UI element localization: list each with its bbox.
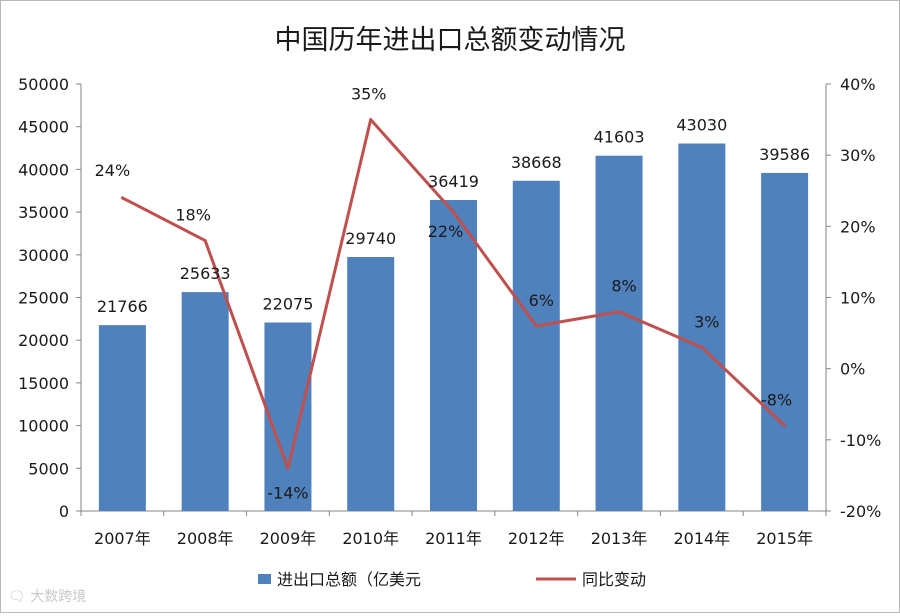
- line-point: [700, 345, 704, 349]
- line-point: [452, 210, 455, 214]
- bar-data-label: 39586: [759, 145, 810, 164]
- bar: [761, 172, 809, 512]
- bar-data-label: 29740: [345, 229, 396, 248]
- watermark-text: 大数跨境: [30, 589, 87, 605]
- y-right-tick-label: 0%: [840, 360, 865, 379]
- data-labels: 21766 25633 22075 29740 36419 38668 41603 43030…: [95, 85, 810, 503]
- bar-data-label: 41603: [594, 128, 645, 147]
- bar-data-label: 43030: [676, 116, 727, 135]
- y-right-tick-label: 20%: [840, 217, 876, 236]
- legend-label-line: 同比变动: [582, 570, 646, 589]
- bar: [347, 257, 395, 511]
- line-data-label: -14%: [267, 483, 308, 502]
- y-left-tick-label: 50000: [18, 75, 69, 94]
- bar-data-label: 21766: [97, 297, 148, 316]
- line-data-label: 3%: [694, 312, 719, 331]
- bar: [678, 143, 726, 511]
- line-data-label: 6%: [529, 291, 554, 310]
- x-tick-label: 2011年: [425, 529, 482, 548]
- y-left-tick-label: 20000: [18, 331, 69, 350]
- line-data-label: 8%: [611, 277, 636, 296]
- chart-axes: 0 5000 10000 15000 20000 25000 30000 35000 40000…: [18, 75, 881, 548]
- line-point: [783, 424, 787, 428]
- x-tick-label: 2008年: [177, 529, 234, 548]
- x-tick-label: 2007年: [94, 529, 151, 548]
- legend-label-bars: 进出口总额（亿美元: [277, 570, 421, 589]
- bar: [264, 322, 312, 511]
- line-series: [120, 118, 787, 470]
- line-data-label: 18%: [175, 206, 211, 225]
- legend: 进出口总额（亿美元 同比变动: [258, 570, 646, 589]
- line-point: [203, 239, 207, 243]
- y-right-tick-label: 30%: [840, 146, 876, 165]
- bar-data-label: 22075: [262, 294, 313, 313]
- chart-title: 中国历年进出口总额变动情况: [275, 25, 626, 56]
- x-tick-label: 2014年: [673, 529, 730, 548]
- line-point: [120, 196, 124, 200]
- bar-data-label: 25633: [180, 264, 231, 283]
- line-point: [617, 310, 621, 314]
- line-data-label: 22%: [428, 222, 464, 241]
- y-left-tick-label: 0: [59, 502, 69, 521]
- bar-data-label: 36419: [428, 172, 479, 191]
- y-left-tick-label: 40000: [18, 160, 69, 179]
- legend-swatch-bars: [258, 574, 271, 584]
- bar-series: [98, 143, 809, 512]
- bar: [595, 155, 643, 511]
- brand-logo-icon: 🗨: [8, 589, 26, 605]
- line-point: [286, 466, 290, 470]
- y-left-tick-label: 15000: [18, 374, 69, 393]
- x-tick-label: 2015年: [756, 529, 813, 548]
- y-left-tick-label: 5000: [28, 459, 69, 478]
- y-left-tick-label: 25000: [18, 289, 69, 308]
- bar-data-label: 38668: [511, 153, 562, 172]
- x-tick-label: 2012年: [508, 529, 565, 548]
- watermark: 🗨 大数跨境: [8, 586, 86, 606]
- x-tick-label: 2009年: [260, 529, 317, 548]
- y-left-tick-label: 45000: [18, 118, 69, 137]
- bar: [98, 325, 146, 511]
- y-right-tick-label: -10%: [840, 431, 881, 450]
- x-tick-label: 2013年: [591, 529, 648, 548]
- bar: [181, 292, 229, 511]
- y-right-tick-label: 10%: [840, 289, 876, 308]
- y-left-tick-label: 35000: [18, 203, 69, 222]
- line-data-label: 35%: [351, 85, 387, 104]
- line-data-label: -8%: [761, 391, 792, 410]
- y-left-tick-label: 30000: [18, 246, 69, 265]
- line-point: [369, 118, 373, 122]
- y-right-tick-label: -20%: [840, 502, 881, 521]
- line-point: [534, 324, 538, 328]
- line-data-label: 24%: [95, 161, 131, 180]
- bar: [430, 199, 477, 511]
- x-tick-label: 2010年: [342, 529, 399, 548]
- y-right-tick-label: 40%: [840, 75, 876, 94]
- y-left-tick-label: 10000: [18, 417, 69, 436]
- bar: [512, 180, 560, 512]
